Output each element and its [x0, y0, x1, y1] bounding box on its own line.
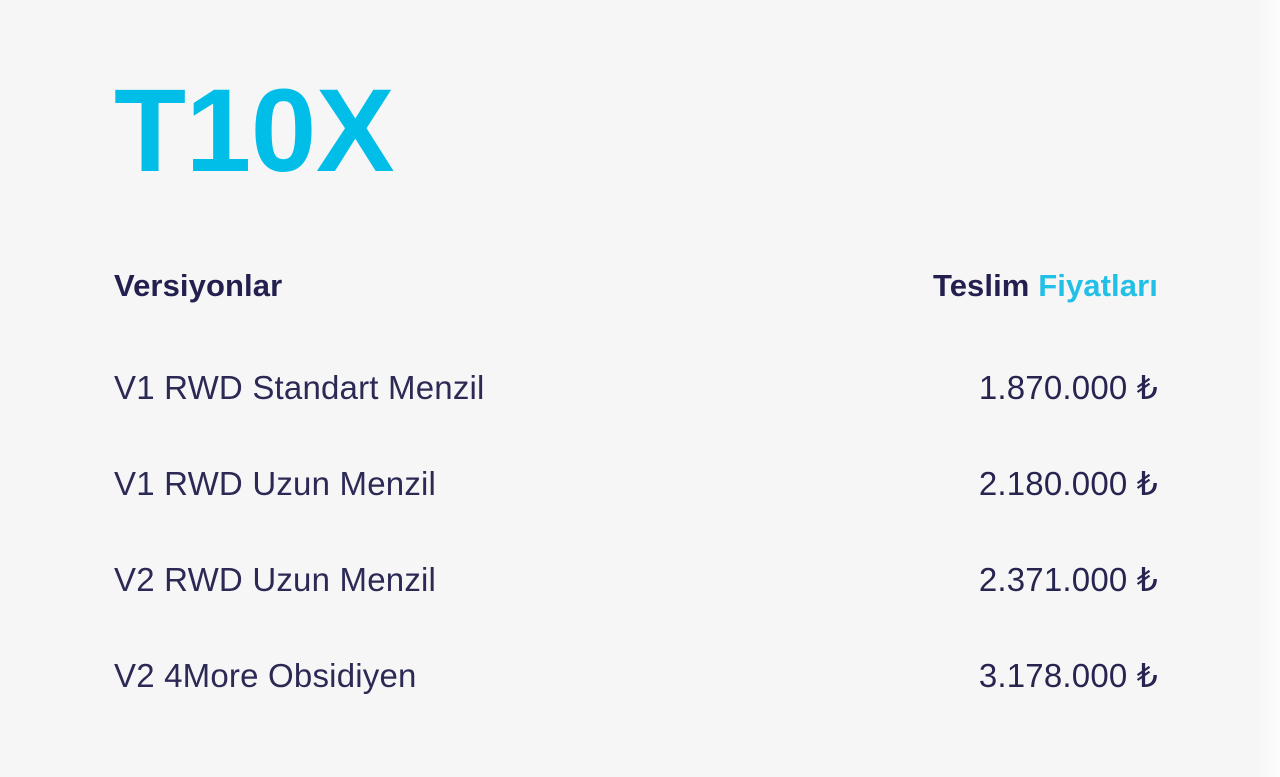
table-row: V2 RWD Uzun Menzil 2.371.000 ₺ [114, 560, 1158, 656]
version-name: V1 RWD Standart Menzil [114, 369, 485, 406]
version-price: 1.870.000 ₺ [978, 369, 1158, 406]
column-header-versions: Versiyonlar [114, 268, 283, 303]
column-header-prices-plain: Teslim [932, 268, 1030, 303]
t10x-logo: T10X [114, 65, 395, 197]
table-row: V1 RWD Uzun Menzil 2.180.000 ₺ [114, 464, 1158, 560]
version-price: 2.180.000 ₺ [978, 465, 1158, 502]
table-header-row: Versiyonlar Teslim Fiyatları [114, 268, 1158, 368]
column-header-prices-accent: Fiyatları [1038, 268, 1158, 303]
table-row: V2 4More Obsidiyen 3.178.000 ₺ [114, 656, 1158, 752]
version-price: 2.371.000 ₺ [978, 561, 1158, 598]
version-price: 3.178.000 ₺ [978, 657, 1158, 694]
content-container: T10X Versiyonlar Teslim Fiyatları V1 RWD… [114, 0, 1158, 777]
version-name: V1 RWD Uzun Menzil [114, 465, 437, 502]
column-header-prices: Teslim Fiyatları [893, 268, 1158, 304]
pricing-table: Versiyonlar Teslim Fiyatları V1 RWD Stan… [114, 268, 1158, 752]
table-row: V1 RWD Standart Menzil 1.870.000 ₺ [114, 368, 1158, 464]
version-name: V2 4More Obsidiyen [114, 657, 417, 694]
version-name: V2 RWD Uzun Menzil [114, 561, 437, 598]
